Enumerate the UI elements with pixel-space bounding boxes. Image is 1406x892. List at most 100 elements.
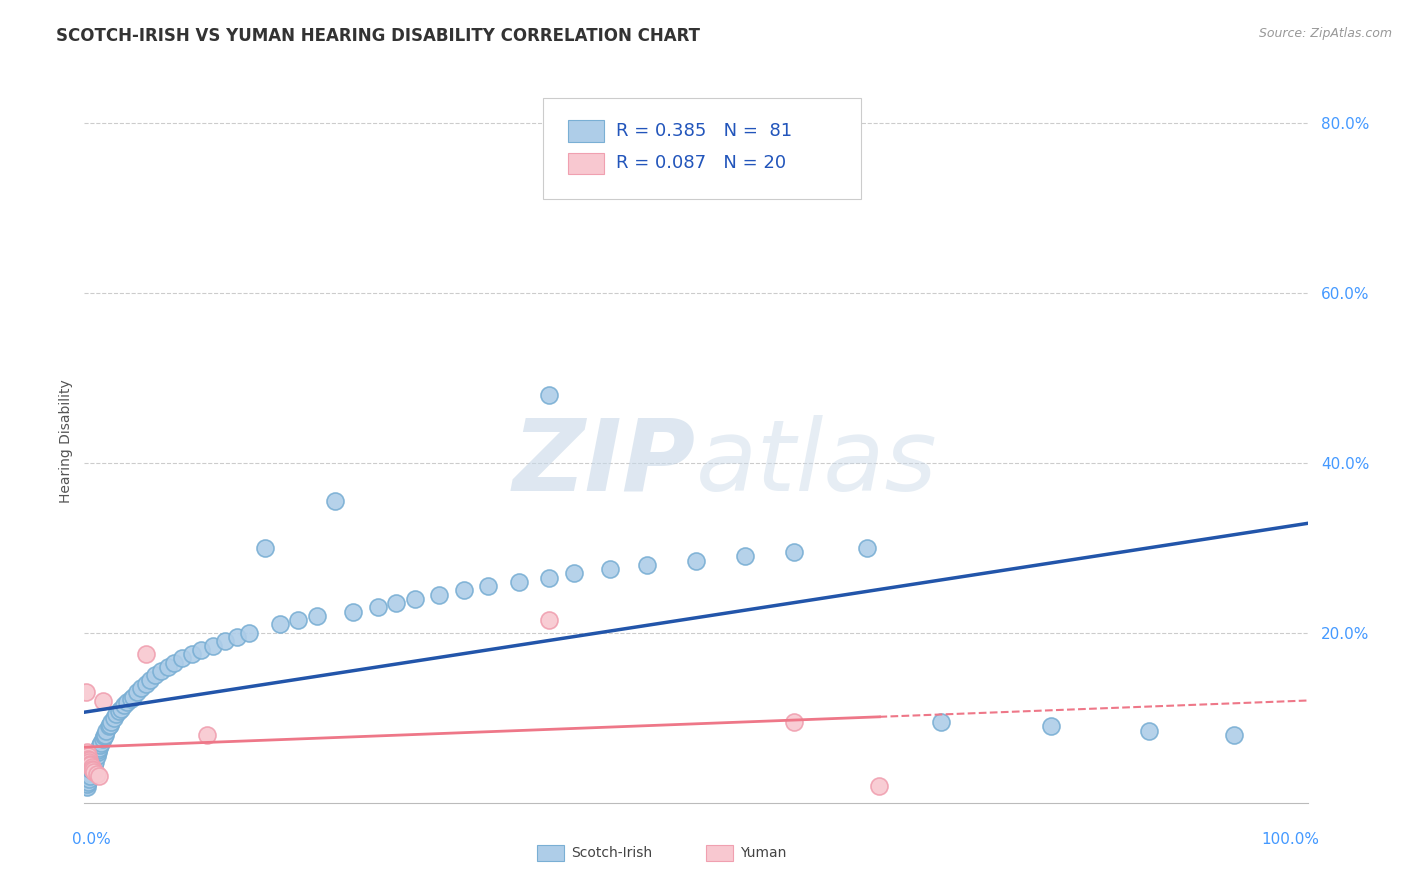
Point — [86, 767, 108, 781]
Point — [181, 647, 204, 661]
Point — [80, 764, 103, 778]
Point — [79, 769, 101, 783]
Point — [156, 660, 179, 674]
Point — [87, 743, 110, 757]
Bar — [706, 845, 733, 861]
Point — [76, 780, 98, 795]
Bar — [568, 120, 605, 142]
Point — [685, 553, 707, 567]
Point — [77, 770, 100, 784]
Point — [80, 757, 103, 772]
Point — [94, 728, 117, 742]
Point — [82, 764, 104, 778]
Text: R = 0.087   N = 20: R = 0.087 N = 20 — [616, 154, 786, 172]
Text: R = 0.385   N =  81: R = 0.385 N = 81 — [616, 122, 793, 140]
Point — [100, 714, 122, 729]
Text: atlas: atlas — [696, 415, 938, 512]
Point — [287, 613, 309, 627]
Point — [929, 714, 952, 729]
Point — [562, 566, 585, 581]
Text: 0.0%: 0.0% — [72, 831, 111, 847]
Point — [77, 772, 100, 786]
Point — [508, 574, 530, 589]
Bar — [537, 845, 564, 861]
Point — [112, 698, 135, 712]
Point — [98, 717, 121, 731]
Point — [477, 579, 499, 593]
Point — [76, 777, 98, 791]
Point — [238, 625, 260, 640]
Point — [636, 558, 658, 572]
Point — [599, 562, 621, 576]
Point — [1137, 723, 1160, 738]
Point — [105, 706, 128, 721]
Point — [1223, 728, 1246, 742]
Point — [77, 749, 100, 764]
Text: Scotch-Irish: Scotch-Irish — [571, 846, 652, 860]
Point — [87, 745, 110, 759]
Text: SCOTCH-IRISH VS YUMAN HEARING DISABILITY CORRELATION CHART: SCOTCH-IRISH VS YUMAN HEARING DISABILITY… — [56, 27, 700, 45]
Point — [75, 779, 97, 793]
Point — [77, 755, 100, 769]
Point — [79, 756, 101, 771]
Text: Yuman: Yuman — [740, 846, 786, 860]
Point — [150, 664, 173, 678]
Point — [107, 704, 129, 718]
Point — [82, 760, 104, 774]
Point — [77, 751, 100, 765]
Point — [129, 681, 152, 695]
Bar — [568, 153, 605, 174]
FancyBboxPatch shape — [543, 98, 860, 200]
Point — [86, 747, 108, 761]
Point — [75, 685, 97, 699]
Point — [83, 765, 105, 780]
Point — [226, 630, 249, 644]
Point — [139, 673, 162, 687]
Point — [214, 634, 236, 648]
Point — [80, 762, 103, 776]
Point — [254, 541, 277, 555]
Point — [96, 723, 118, 738]
Point — [538, 388, 561, 402]
Point — [367, 600, 389, 615]
Point — [195, 728, 218, 742]
Point — [76, 745, 98, 759]
Point — [77, 766, 100, 780]
Text: ZIP: ZIP — [513, 415, 696, 512]
Point — [122, 690, 145, 704]
Point — [86, 749, 108, 764]
Point — [783, 714, 806, 729]
Point — [103, 711, 125, 725]
Point — [84, 749, 107, 764]
Point — [135, 677, 157, 691]
Point — [538, 613, 561, 627]
Text: 100.0%: 100.0% — [1261, 831, 1320, 847]
Point — [135, 647, 157, 661]
Point — [91, 732, 114, 747]
Point — [83, 753, 105, 767]
Point — [93, 730, 115, 744]
Point — [190, 642, 212, 657]
Point — [143, 668, 166, 682]
Point — [201, 639, 224, 653]
Point — [97, 719, 120, 733]
Point — [342, 605, 364, 619]
Point — [125, 685, 148, 699]
Point — [87, 740, 110, 755]
Point — [89, 738, 111, 752]
Point — [79, 762, 101, 776]
Point — [79, 758, 101, 772]
Point — [305, 608, 328, 623]
Text: Source: ZipAtlas.com: Source: ZipAtlas.com — [1258, 27, 1392, 40]
Point — [77, 774, 100, 789]
Point — [84, 755, 107, 769]
Point — [77, 753, 100, 767]
Point — [427, 588, 450, 602]
Point — [83, 757, 105, 772]
Point — [80, 760, 103, 774]
Point — [783, 545, 806, 559]
Point — [538, 570, 561, 584]
Point — [1039, 719, 1062, 733]
Point — [385, 596, 408, 610]
Point — [163, 656, 186, 670]
